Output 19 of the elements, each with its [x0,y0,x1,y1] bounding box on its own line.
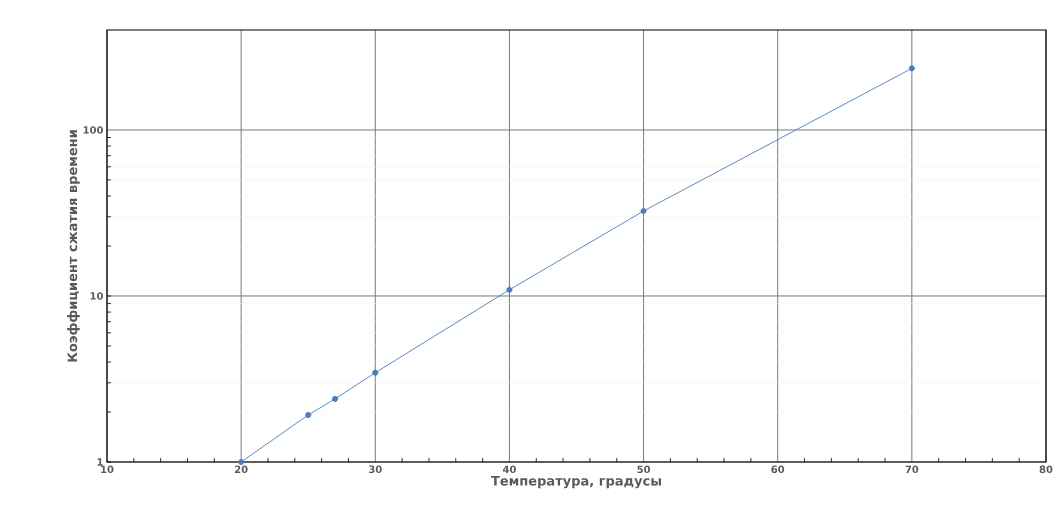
point [332,395,339,402]
x-tick-label: 20 [234,465,248,474]
y-axis-title: Коэффициент сжатия времени [67,130,80,362]
y-tick-label: 100 [83,126,103,134]
x-tick-label: 70 [905,465,919,474]
x-axis-title: Температура, градусы [491,475,661,489]
x-tick-label: 30 [369,465,382,474]
x-tick-label: 10 [101,465,114,474]
point [305,411,312,419]
point [372,369,379,376]
point [908,65,915,72]
point [506,286,513,293]
y-tick-label: 1 [97,458,103,466]
point [640,207,647,215]
x-tick-label: 80 [1039,465,1053,474]
y-tick-label: 10 [90,292,103,300]
x-tick-label: 50 [637,465,651,474]
x-tick-label: 60 [771,465,785,474]
x-tick-label: 40 [502,465,516,474]
